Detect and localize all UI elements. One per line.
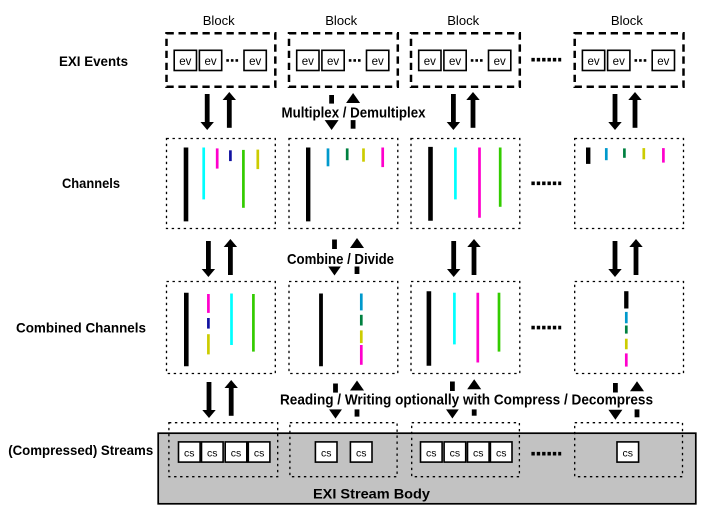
svg-text:cs: cs [473,447,484,459]
svg-text:ev: ev [302,56,314,68]
svg-text:EXI Stream Body: EXI Stream Body [313,486,431,501]
svg-text:Combine / Divide: Combine / Divide [287,251,394,268]
svg-text:cs: cs [231,447,242,459]
svg-text:Multiplex / Demultiplex: Multiplex / Demultiplex [282,104,427,121]
svg-text:cs: cs [450,447,461,459]
svg-text:ev: ev [424,56,436,68]
svg-text:ev: ev [494,56,506,68]
svg-text:ev: ev [613,56,625,68]
svg-text:Block: Block [203,13,235,28]
svg-text:(Compressed) Streams: (Compressed) Streams [8,443,153,458]
svg-text:ev: ev [372,56,384,68]
svg-text:cs: cs [184,447,195,459]
svg-text:cs: cs [496,447,507,459]
svg-text:cs: cs [356,447,367,459]
svg-text:ev: ev [449,56,461,68]
svg-text:Channels: Channels [62,176,120,191]
svg-text:EXI Events: EXI Events [59,54,128,69]
svg-text:ev: ev [657,56,669,68]
svg-text:cs: cs [623,447,634,459]
svg-text:cs: cs [321,447,332,459]
svg-text:cs: cs [207,447,218,459]
svg-text:Block: Block [325,13,357,28]
svg-text:ev: ev [587,56,599,68]
svg-text:Combined Channels: Combined Channels [16,320,146,335]
svg-text:cs: cs [254,447,265,459]
svg-text:ev: ev [327,56,339,68]
svg-text:Block: Block [447,13,479,28]
svg-text:cs: cs [426,447,437,459]
svg-text:Block: Block [611,13,643,28]
svg-text:Reading / Writing optionally w: Reading / Writing optionally with Compre… [280,391,653,408]
svg-text:ev: ev [179,56,191,68]
svg-text:ev: ev [204,56,216,68]
svg-text:ev: ev [249,56,261,68]
